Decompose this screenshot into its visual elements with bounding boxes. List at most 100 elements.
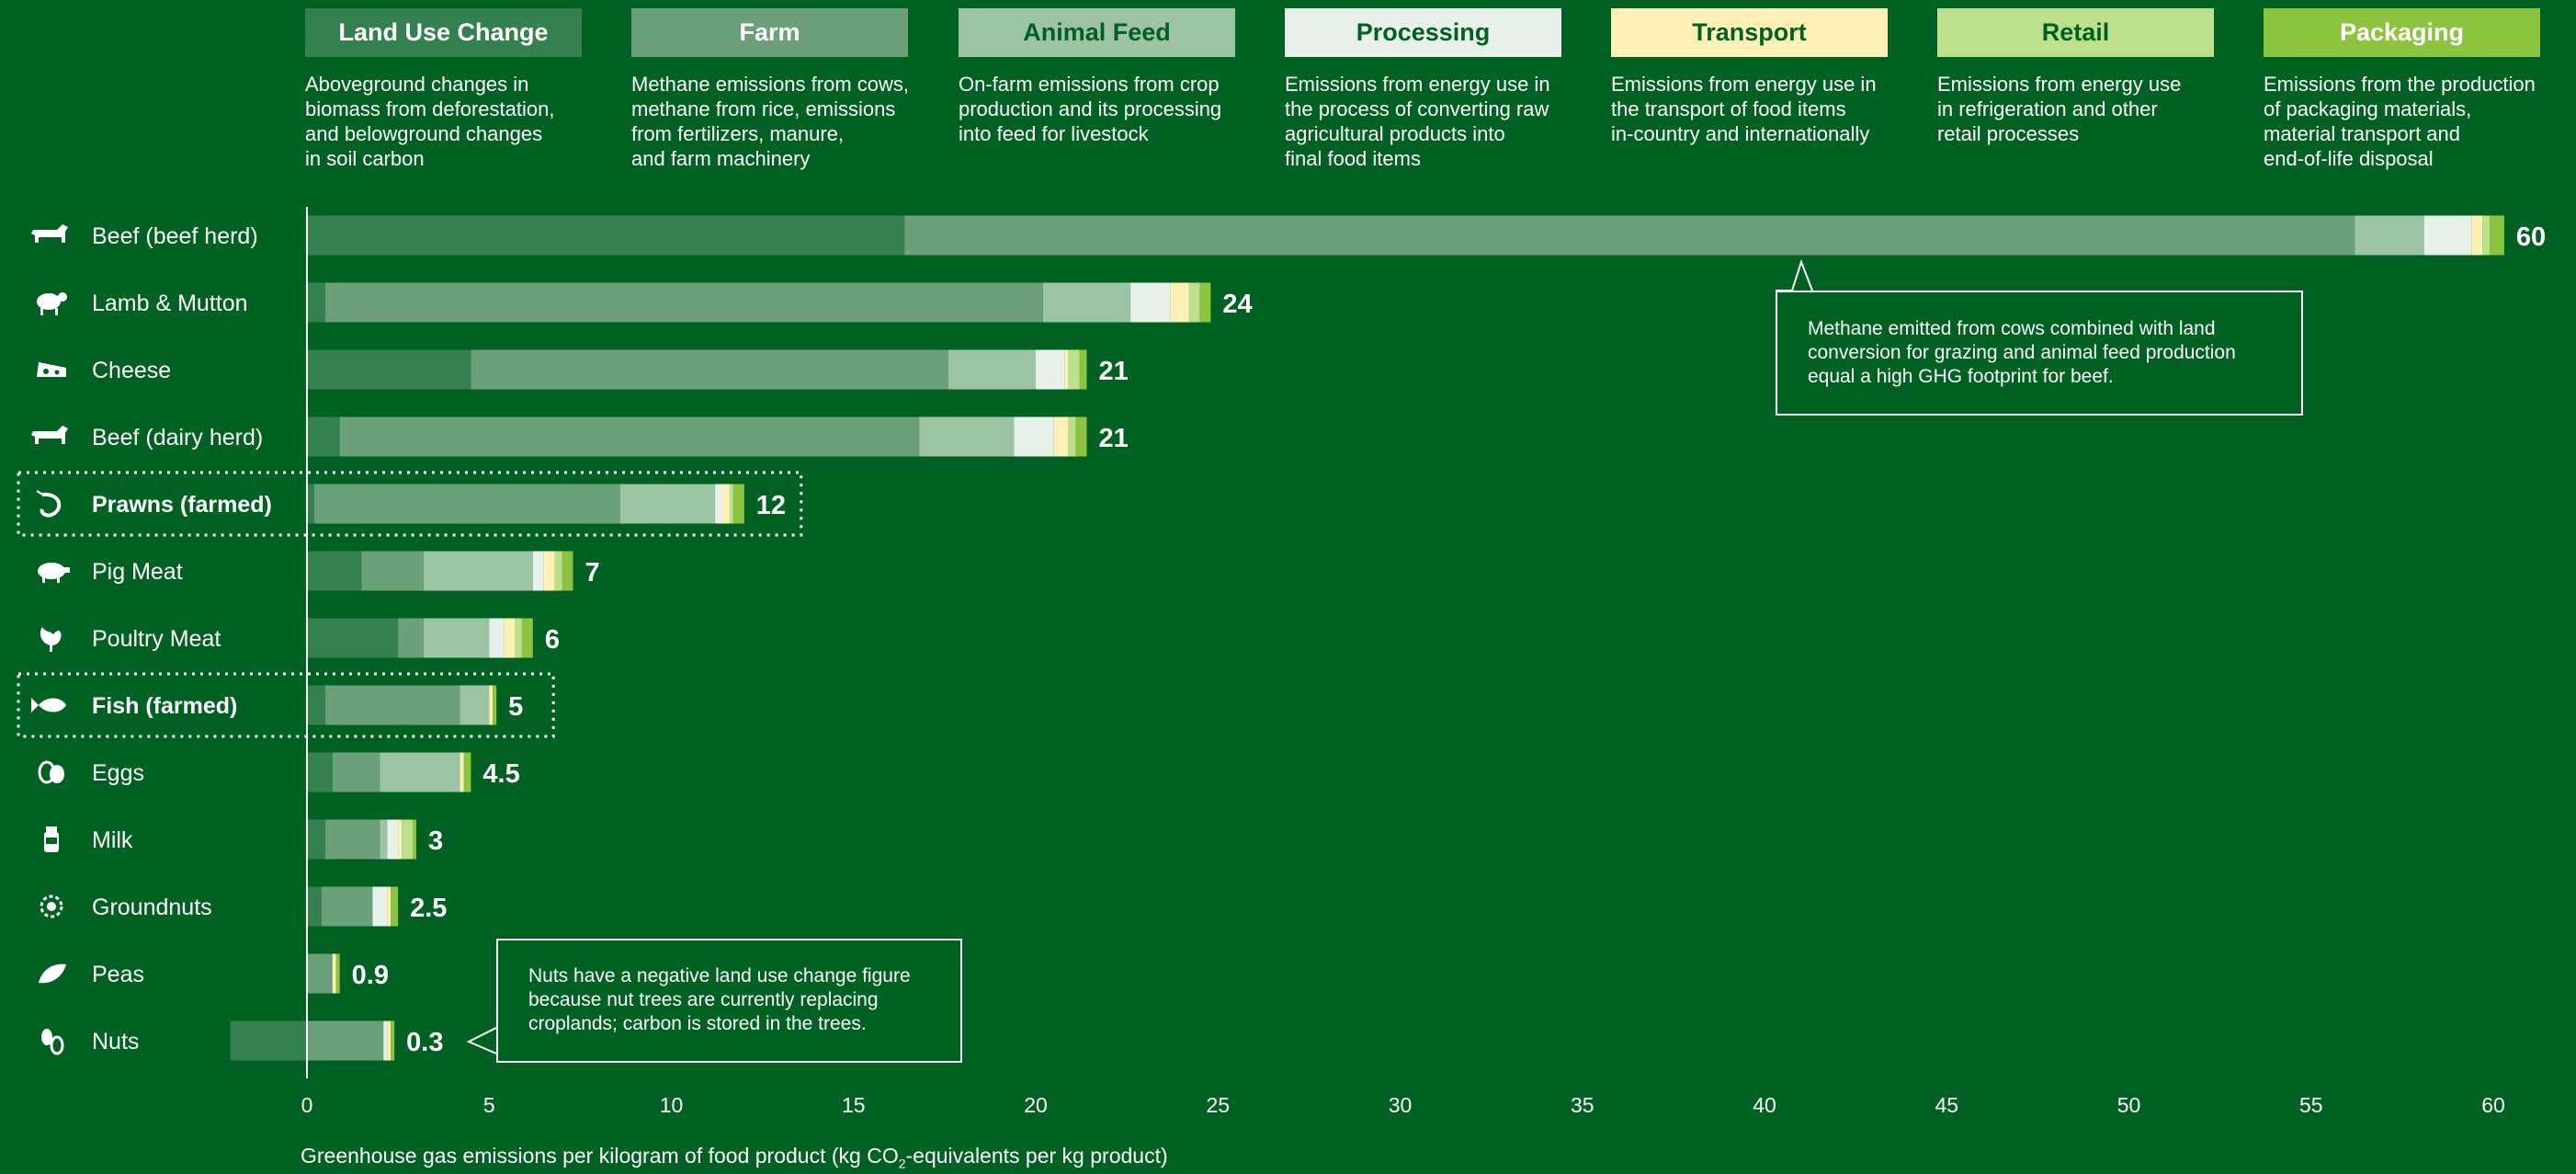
description-line: of packaging materials, (2264, 97, 2472, 120)
bar-segment-packaging (1079, 349, 1087, 390)
total-label: 2.5 (410, 894, 447, 923)
fish-icon (31, 698, 66, 712)
bar-segment-packaging (1075, 416, 1087, 457)
bar-segment-land-use-change (307, 349, 471, 390)
bar-segment-animal-feed (1042, 282, 1131, 323)
description-line: Emissions from energy use in (1285, 73, 1550, 96)
x-axis-title-main: Greenhouse gas emissions per kilogram of… (301, 1144, 899, 1168)
bar-segment-land-use-change (307, 618, 399, 658)
bar-segment-retail (1068, 416, 1076, 457)
legend-transport-description: Emissions from energy use in the transpor… (1611, 72, 1914, 146)
bar-segment-packaging (2490, 215, 2504, 256)
bar-segment-farm (324, 685, 460, 725)
total-label: 6 (545, 625, 560, 655)
x-tick-label: 10 (660, 1093, 684, 1117)
description-line: On-farm emissions from crop (959, 73, 1220, 96)
bar-segment-packaging (412, 819, 416, 860)
bar-segment-packaging (391, 1020, 395, 1061)
bar-segment-packaging (732, 484, 744, 524)
description-line: the process of converting raw (1285, 97, 1549, 120)
description-line: retail processes (1937, 122, 2080, 145)
x-tick-label: 15 (842, 1093, 866, 1117)
x-tick-label: 40 (1753, 1093, 1776, 1117)
bar-segment-retail (402, 819, 413, 860)
legend-retail: Retail (1937, 8, 2214, 57)
bar-segment-land-use-change (307, 551, 362, 591)
bar-segment-farm (398, 618, 424, 658)
bar-segment-retail (1068, 349, 1080, 390)
description-line: Aboveground changes in (305, 73, 529, 96)
bar-segment-farm (324, 282, 1043, 323)
row-pig-meat: Pig Meat 7 (38, 551, 600, 591)
chicken-icon (40, 627, 62, 652)
annotation-line: equal a high GHG footprint for beef. (1808, 366, 2114, 387)
legend-land-use-change-description: Aboveground changes in biomass from defor… (305, 72, 608, 171)
row-nuts: Nuts 0.3 (41, 1020, 443, 1061)
description-line: in refrigeration and other (1937, 97, 2158, 120)
prawn-icon (36, 490, 62, 518)
category-label: Peas (92, 962, 144, 987)
bar-segment-land-use-change (307, 685, 325, 725)
bar-segment-land-use-change (307, 215, 905, 256)
bar-segment-animal-feed (460, 685, 490, 725)
total-label: 7 (584, 558, 599, 587)
bar-segment-processing (372, 886, 388, 927)
bar-segment-land-use-change (307, 484, 314, 524)
bar-segment-transport (504, 618, 516, 658)
x-tick-label: 0 (301, 1093, 313, 1117)
category-label: Milk (92, 827, 133, 853)
groundnut-icon (40, 895, 63, 918)
bar-segment-transport (387, 886, 392, 927)
description-line: the transport of food items (1611, 97, 1846, 120)
bar-segment-packaging (562, 551, 573, 591)
milk-icon (44, 826, 59, 852)
bar-segment-farm (307, 953, 333, 994)
total-label: 24 (1222, 290, 1252, 319)
sheep-icon (37, 292, 67, 315)
category-label: Poultry Meat (92, 626, 221, 652)
bar-segment-retail (554, 551, 562, 591)
description-line: production and its processing (959, 97, 1222, 120)
bar-segment-processing (715, 484, 723, 524)
bar-segment-animal-feed (423, 551, 533, 591)
bar-segment-farm (307, 1020, 384, 1061)
bar-segment-land-use-change (307, 819, 325, 860)
annotation-line: because nut trees are currently replacin… (528, 989, 879, 1010)
bar-segment-packaging (335, 953, 340, 994)
legend-processing-description: Emissions from energy use in the process … (1285, 72, 1588, 171)
category-label: Prawns (farmed) (92, 492, 272, 518)
bar-segment-land-use-change (307, 416, 340, 457)
row-groundnuts: Groundnuts 2.5 (40, 886, 447, 927)
x-axis-title-end: -equivalents per kg product) (905, 1144, 1168, 1168)
cow-icon (31, 426, 68, 444)
bar-segment-transport (1064, 349, 1069, 390)
bar-segment-land-use-change (307, 752, 333, 792)
x-axis-title: Greenhouse gas emissions per kilogram of… (301, 1144, 1168, 1171)
category-label: Beef (dairy herd) (92, 425, 263, 450)
bar-segment-animal-feed (919, 416, 1015, 457)
row-fish-farmed: Fish (farmed) 5 (17, 672, 555, 738)
bar-segment-packaging (1199, 282, 1211, 323)
description-line: into feed for livestock (959, 122, 1149, 145)
total-label: 5 (508, 692, 523, 722)
nut-icon (41, 1029, 64, 1055)
row-milk: Milk 3 (44, 819, 443, 860)
x-tick-label: 60 (2481, 1093, 2505, 1117)
description-line: and farm machinery (631, 147, 811, 170)
bar-segment-transport (1170, 282, 1189, 323)
x-tick-label: 35 (1571, 1093, 1594, 1117)
bar-segment-land-use-change (307, 886, 322, 927)
bar-segment-processing (489, 618, 505, 658)
annotation-line: Methane emitted from cows combined with … (1808, 318, 2216, 339)
legend-retail-description: Emissions from energy use in refrigeratio… (1937, 72, 2241, 146)
bar-segment-processing (2423, 215, 2472, 256)
legend-processing: Processing (1285, 8, 1561, 57)
x-axis-title-subscript: 2 (898, 1156, 906, 1171)
nuts-annotation: Nuts have a negative land use change fig… (496, 939, 962, 1063)
row-prawns-farmed: Prawns (farmed) 12 (17, 471, 803, 537)
description-line: agricultural products into (1285, 122, 1505, 145)
description-line: in soil carbon (305, 147, 425, 170)
category-label: Fish (farmed) (92, 693, 237, 719)
description-line: methane from rice, emissions (631, 97, 896, 120)
bar-segment-animal-feed (380, 819, 388, 860)
